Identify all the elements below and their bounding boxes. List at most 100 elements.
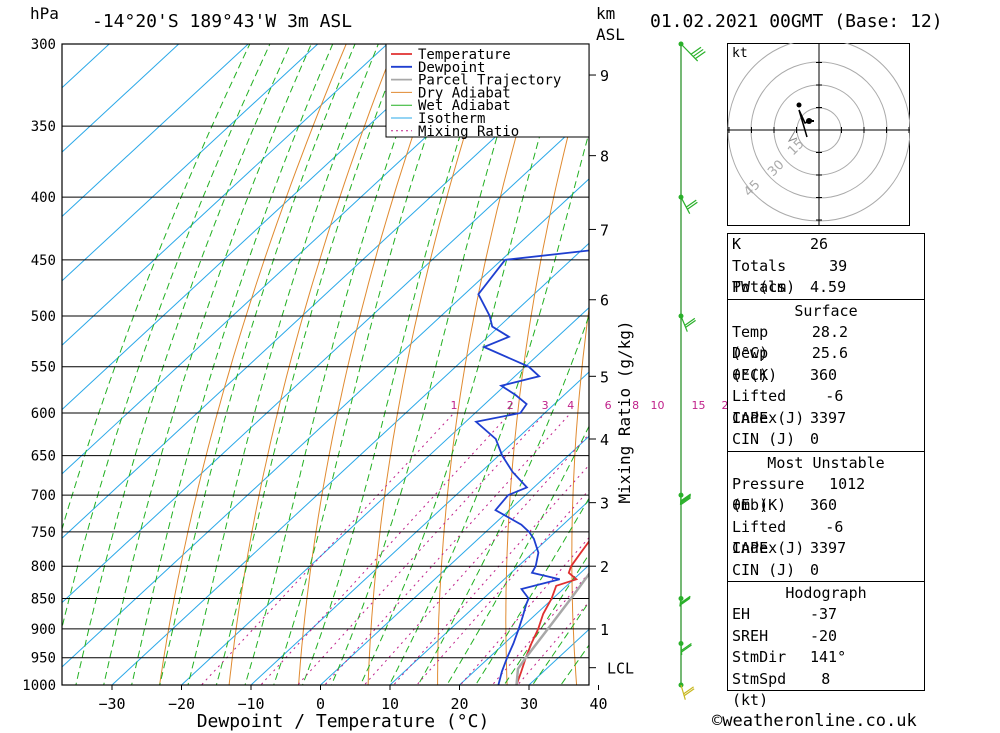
wind-barb-flag — [680, 494, 692, 503]
hodograph-unit: kt — [732, 46, 748, 61]
dry-adiabat-line — [636, 0, 716, 711]
wet-adiabat-line — [62, 44, 251, 531]
isotherm-line — [319, 435, 589, 685]
pressure-unit: hPa — [30, 4, 59, 23]
legend-label: Mixing Ratio — [418, 124, 519, 140]
wet-adiabat-line — [62, 44, 271, 630]
wet-adiabat-line — [103, 44, 312, 685]
row-mu-cin: CIN (J) 0 — [732, 560, 820, 579]
height-tick-label: 1 — [600, 621, 609, 639]
mixing-ratio-label: 6 — [605, 399, 612, 412]
row-dewp: Dewp (°C) 25.6 — [732, 344, 849, 384]
datetime-title: 01.02.2021 00GMT (Base: 12) — [650, 11, 943, 32]
wet-adiabat-line — [187, 44, 379, 685]
wind-barb-flag — [680, 496, 691, 505]
row-li: Lifted Index -6 — [732, 387, 844, 427]
hodograph-point — [796, 102, 802, 108]
wind-barb-flag — [687, 201, 698, 210]
legend-label: Isotherm — [418, 111, 485, 127]
pressure-tick-label: 500 — [31, 309, 56, 325]
wind-barb — [680, 43, 699, 62]
mixing-ratio-labels: 12346810152025 — [451, 399, 760, 412]
row-mu-cape: CAPE (J) 3397 — [732, 539, 847, 557]
pressure-tick-label: 450 — [31, 253, 56, 269]
wind-profile — [678, 41, 706, 700]
row-k: K 26 — [732, 235, 829, 253]
pressure-tick-label: 900 — [31, 622, 56, 638]
row-totals: Totals Totals 39 — [732, 256, 848, 297]
height-unit: km — [596, 4, 615, 23]
wind-barb — [680, 315, 688, 332]
temperature-tick-label: −20 — [168, 695, 195, 713]
isotherm-line — [389, 500, 589, 685]
legend-label: Wet Adiabat — [418, 98, 511, 114]
wind-barb-flag — [694, 51, 706, 60]
wind-barb-flag — [679, 596, 691, 605]
pressure-axis: 300 350 400 450 500 550 600 650 700 750 800 850 900 9… — [22, 37, 56, 694]
row-mu-li: Lifted Index -6 — [732, 517, 844, 558]
row-cin: CIN (J) 0 — [732, 430, 820, 448]
mixing-ratio-line — [491, 572, 589, 685]
temperature-tick-label: 30 — [520, 695, 538, 713]
height-tick-label: 6 — [600, 292, 609, 310]
mixing-ratio-label: 15 — [691, 399, 705, 412]
temperature-tick-label: 10 — [381, 695, 399, 713]
isotherm-line — [62, 44, 249, 218]
wet-adiabat-line — [330, 44, 527, 685]
row-pw: PW (cm) 4.59 — [732, 278, 847, 296]
legend-label: Dry Adiabat — [418, 85, 511, 101]
height-tick-label: 8 — [600, 148, 609, 166]
wind-barb-flag — [685, 319, 696, 328]
pressure-tick-label: 650 — [31, 449, 56, 465]
temperature-tick-label: −30 — [98, 695, 125, 713]
temperature-tick-label: 40 — [589, 695, 607, 713]
hodograph-title: Hodograph — [728, 581, 924, 604]
mixing-ratio-line — [363, 433, 589, 685]
height-tick-label: 5 — [600, 368, 609, 386]
wind-barb-flag — [683, 686, 694, 695]
row-sreh: SREH -20 — [732, 626, 838, 645]
wind-barb-flag — [681, 644, 692, 653]
wind-barb-flag — [679, 595, 691, 604]
sounding-curves — [474, 249, 589, 685]
pressure-tick-label: 800 — [31, 559, 56, 575]
most-unstable-title: Most Unstable — [728, 450, 924, 474]
row-mu-pressure: Pressure (mb) 1012 — [732, 474, 866, 515]
location-title: -14°20'S 189°43'W 3m ASL — [92, 11, 352, 32]
height-tick-label: 7 — [600, 221, 609, 239]
pressure-tick-label: 850 — [31, 591, 56, 607]
mixing-ratio-line — [459, 536, 589, 685]
credit: ©weatheronline.co.uk — [712, 711, 917, 731]
isotherm-line — [62, 44, 388, 346]
wind-barb — [680, 643, 683, 656]
isotherm-line — [0, 0, 145, 711]
legend-label: Dewpoint — [418, 60, 485, 76]
height-tick-label: 3 — [600, 495, 609, 513]
mixing-ratio-label: 8 — [632, 399, 639, 412]
isotherm-line — [62, 113, 589, 604]
pressure-tick-label: 950 — [31, 651, 56, 667]
wind-barb — [680, 196, 691, 214]
pressure-tick-label: 750 — [31, 525, 56, 541]
mixing-ratio-label: 1 — [451, 399, 458, 412]
legend-label: Parcel Trajectory — [418, 73, 561, 89]
height-tick-label: 4 — [600, 431, 609, 449]
row-eh: EH -37 — [732, 605, 838, 623]
row-thetae: θE(K) 360 — [732, 365, 838, 384]
wind-barb-flag — [681, 642, 692, 651]
wet-adiabat-line — [75, 44, 291, 685]
pressure-tick-label: 300 — [31, 37, 56, 53]
row-cape: CAPE (J) 3397 — [732, 408, 847, 427]
wind-barb-flag — [684, 317, 696, 326]
isotherm-line — [180, 306, 589, 685]
wind-barb-flag — [683, 688, 695, 697]
dry-adiabat-line — [928, 0, 1000, 711]
indices-table: K 26 Totals Totals 39 PW (cm) 4.59 Surface … — [727, 233, 925, 709]
height-tick-label: LCL — [607, 660, 634, 678]
isotherm-line — [62, 44, 110, 89]
wind-barb-flag — [679, 597, 691, 606]
mixing-ratio-line — [324, 412, 572, 685]
isotherm-line — [62, 44, 180, 153]
mixing-ratio-label: 2 — [507, 399, 514, 412]
